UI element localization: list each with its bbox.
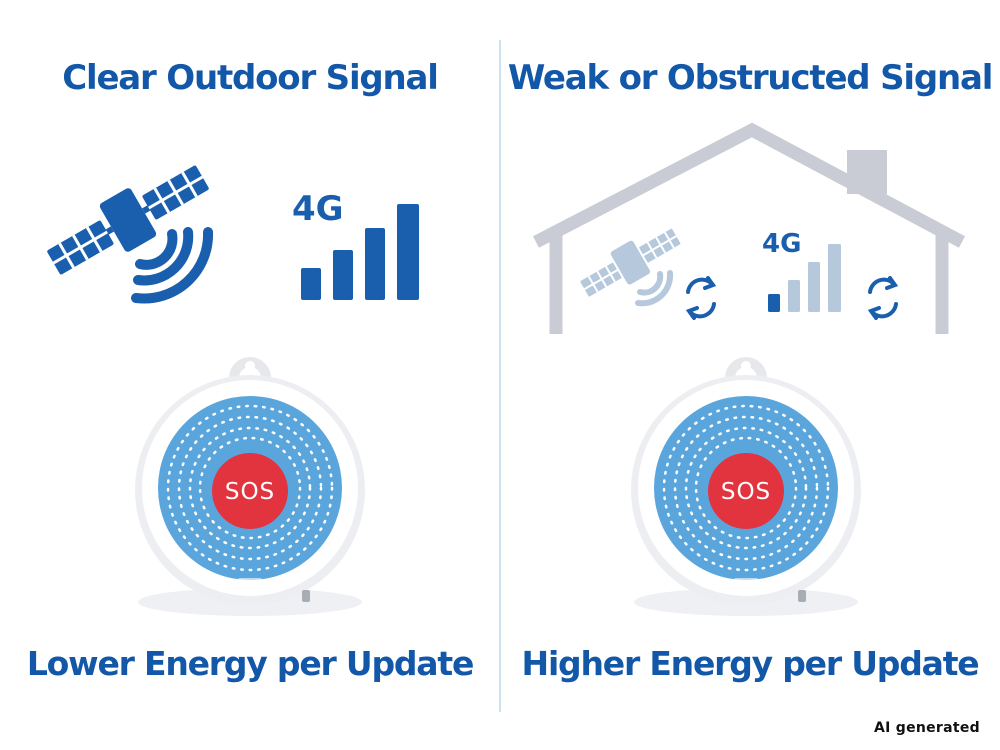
weak-signal-title: Weak or Obstructed Signal <box>507 58 994 98</box>
signal-bars-icon <box>301 204 419 300</box>
satellite-icon <box>47 165 214 304</box>
network-type-label: 4G <box>762 229 801 259</box>
clear-signal-panel: Clear Outdoor Signal <box>26 58 474 683</box>
weak-signal-scene: 4G SOS <box>533 122 966 616</box>
refresh-icon <box>867 276 899 320</box>
clear-signal-scene: 4G SOS <box>47 165 419 616</box>
ai-generated-watermark: AI generated <box>873 720 980 736</box>
sos-pendant-icon: SOS <box>631 357 861 616</box>
house-icon <box>533 122 966 334</box>
signal-bars-icon <box>768 244 841 312</box>
sos-pendant-icon: SOS <box>135 357 365 616</box>
weak-signal-panel: Weak or Obstructed Signal <box>500 0 1000 750</box>
chimney <box>847 150 887 194</box>
clear-signal-title: Clear Outdoor Signal <box>62 58 439 98</box>
refresh-icon <box>685 276 717 320</box>
lower-energy-caption: Lower Energy per Update <box>26 644 474 683</box>
sos-button-label: SOS <box>721 479 771 505</box>
sos-button-label: SOS <box>225 479 275 505</box>
satellite-icon <box>580 228 681 307</box>
panel-divider <box>499 40 501 712</box>
higher-energy-caption: Higher Energy per Update <box>521 644 980 683</box>
network-type-label: 4G <box>292 189 344 229</box>
